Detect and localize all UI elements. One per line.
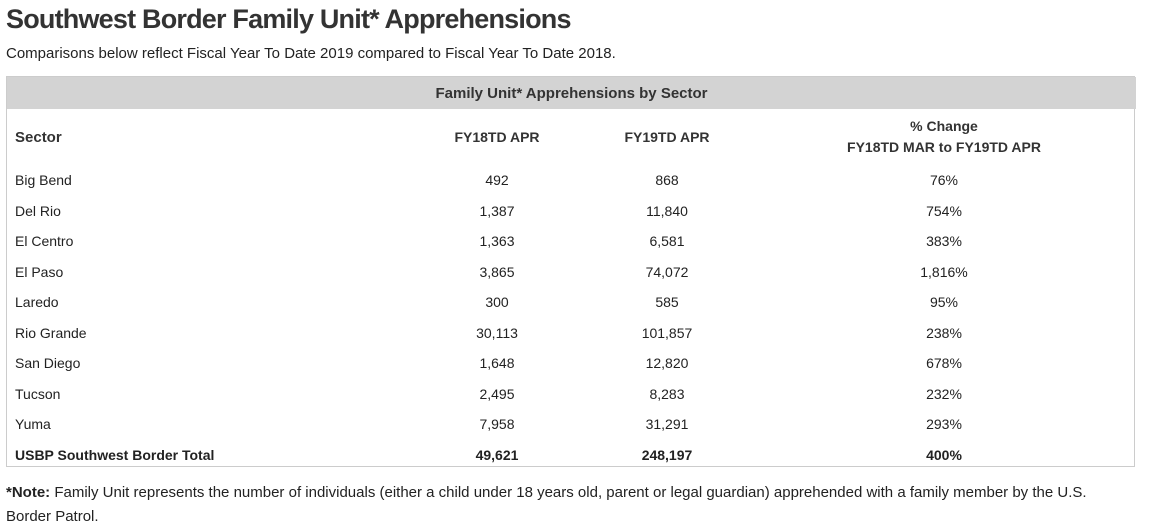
cell-sector: Tucson bbox=[15, 385, 61, 402]
page-title: Southwest Border Family Unit* Apprehensi… bbox=[6, 4, 571, 34]
cell-fy18: 492 bbox=[485, 172, 509, 189]
cell-fy18: 2,495 bbox=[479, 385, 515, 402]
cell-change: 678% bbox=[926, 355, 962, 372]
header-fy19: FY19TD APR bbox=[624, 128, 710, 145]
total-sector: USBP Southwest Border Total bbox=[15, 446, 215, 463]
cell-sector: El Paso bbox=[15, 263, 64, 280]
cell-change: 76% bbox=[929, 172, 959, 189]
cell-fy19: 12,820 bbox=[645, 355, 689, 372]
cell-sector: Rio Grande bbox=[15, 324, 87, 341]
table-caption-row: Family Unit* Apprehensions by Sector bbox=[7, 77, 1136, 109]
apprehensions-table: Family Unit* Apprehensions by Sector Sec… bbox=[7, 77, 1136, 470]
table-row: Rio Grande 30,113 101,857 238% bbox=[7, 318, 1136, 349]
cell-fy19: 868 bbox=[655, 172, 679, 189]
cell-sector: El Centro bbox=[15, 233, 74, 250]
table-row: Tucson 2,495 8,283 232% bbox=[7, 379, 1136, 410]
table-row: Del Rio 1,387 11,840 754% bbox=[7, 196, 1136, 227]
apprehensions-table-container: Family Unit* Apprehensions by Sector Sec… bbox=[6, 76, 1136, 470]
table-total-row: USBP Southwest Border Total 49,621 248,1… bbox=[7, 440, 1136, 471]
cell-fy19: 585 bbox=[655, 294, 679, 311]
cell-fy18: 7,958 bbox=[479, 416, 515, 433]
cell-fy18: 1,387 bbox=[479, 202, 515, 219]
cell-sector: San Diego bbox=[15, 355, 81, 372]
cell-fy19: 31,291 bbox=[645, 416, 689, 433]
header-change: % Change FY18TD MAR to FY19TD APR bbox=[752, 109, 1136, 165]
footnote-label: *Note: bbox=[6, 484, 51, 501]
cell-change: 238% bbox=[926, 324, 962, 341]
total-fy19: 248,197 bbox=[641, 446, 693, 463]
table-row: Big Bend 492 868 76% bbox=[7, 165, 1136, 196]
cell-change: 293% bbox=[926, 416, 962, 433]
cell-fy19: 74,072 bbox=[645, 263, 689, 280]
header-fy18: FY18TD APR bbox=[454, 128, 540, 145]
cell-sector: Big Bend bbox=[15, 172, 72, 189]
total-change: 400% bbox=[926, 446, 962, 463]
footnote-text: Family Unit represents the number of ind… bbox=[6, 484, 1087, 525]
cell-fy18: 1,363 bbox=[479, 233, 515, 250]
table-row: Laredo 300 585 95% bbox=[7, 287, 1136, 318]
table-caption: Family Unit* Apprehensions by Sector bbox=[7, 77, 1136, 109]
cell-fy18: 30,113 bbox=[476, 324, 518, 341]
cell-change: 1,816% bbox=[920, 263, 968, 280]
header-change-line2: FY18TD MAR to FY19TD APR bbox=[847, 139, 1041, 155]
cell-change: 383% bbox=[926, 233, 962, 250]
cell-change: 232% bbox=[926, 385, 962, 402]
table-row: Yuma 7,958 31,291 293% bbox=[7, 409, 1136, 440]
cell-fy19: 11,840 bbox=[646, 202, 688, 219]
table-body: Big Bend 492 868 76% Del Rio 1,387 11,84… bbox=[7, 165, 1136, 470]
cell-sector: Del Rio bbox=[15, 202, 61, 219]
cell-change: 95% bbox=[929, 294, 959, 311]
total-fy18: 49,621 bbox=[475, 446, 519, 463]
table-row: El Centro 1,363 6,581 383% bbox=[7, 226, 1136, 257]
cell-fy19: 6,581 bbox=[649, 233, 685, 250]
cell-change: 754% bbox=[926, 202, 962, 219]
cell-fy19: 101,857 bbox=[641, 324, 693, 341]
table-row: El Paso 3,865 74,072 1,816% bbox=[7, 257, 1136, 288]
page-subtitle: Comparisons below reflect Fiscal Year To… bbox=[6, 45, 616, 62]
cell-sector: Yuma bbox=[15, 416, 51, 433]
cell-fy18: 3,865 bbox=[479, 263, 515, 280]
cell-fy18: 1,648 bbox=[479, 355, 515, 372]
footnote: *Note: Family Unit represents the number… bbox=[6, 481, 1126, 529]
table-row: San Diego 1,648 12,820 678% bbox=[7, 348, 1136, 379]
header-sector: Sector bbox=[15, 128, 62, 146]
cell-sector: Laredo bbox=[15, 294, 59, 311]
cell-fy19: 8,283 bbox=[649, 385, 685, 402]
cell-fy18: 300 bbox=[485, 294, 509, 311]
header-change-line1: % Change bbox=[910, 118, 978, 134]
table-header-row: Sector FY18TD APR FY19TD APR % Change FY… bbox=[7, 109, 1136, 165]
